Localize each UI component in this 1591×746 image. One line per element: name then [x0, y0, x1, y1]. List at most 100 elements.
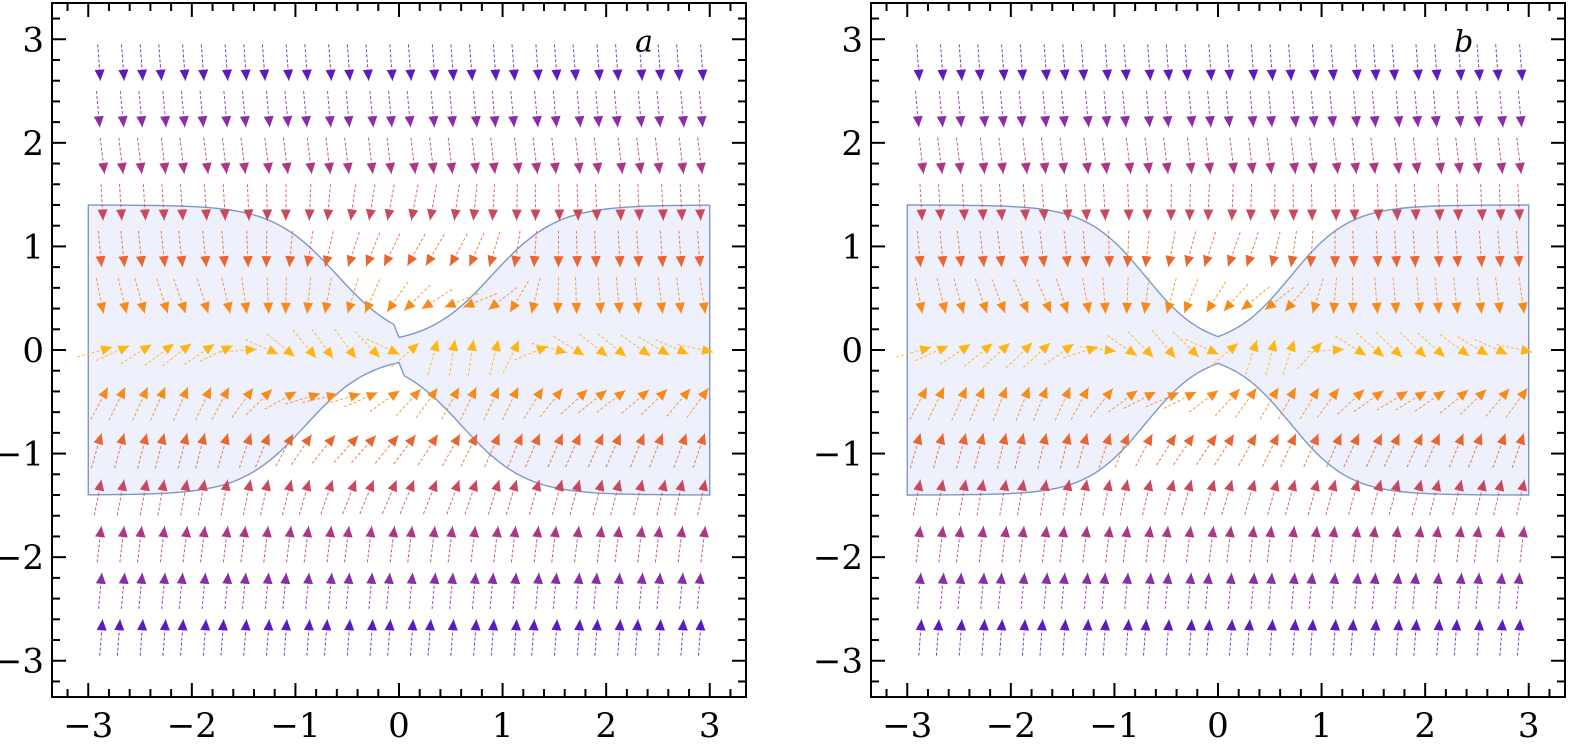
stream-arrowhead [696, 115, 707, 128]
stream-arrowhead [1082, 619, 1093, 631]
stream-arrowhead [611, 433, 621, 446]
stream-arrowhead [1102, 388, 1113, 401]
stream-arrowhead [1266, 572, 1276, 585]
stream-arrowhead [936, 526, 947, 538]
stream-arrowhead [509, 387, 519, 400]
stream-arrowhead [301, 479, 312, 492]
stream-arrowhead [1372, 255, 1383, 268]
stream-arrowhead [1392, 572, 1403, 585]
stream-arrowhead [1330, 256, 1340, 268]
stream-arrowhead [1124, 162, 1135, 174]
stream-arrowhead [996, 619, 1007, 631]
stream-arrowhead [283, 434, 294, 447]
stream-arrowhead [508, 69, 519, 81]
stream-arrowhead [979, 115, 990, 128]
stream-arrowhead [1518, 526, 1528, 538]
stream-arrowhead [325, 526, 335, 538]
stream-arrowhead [1269, 209, 1280, 221]
stream-arrowhead [592, 162, 603, 174]
stream-arrowhead [1185, 572, 1196, 585]
stream-arrowhead [550, 572, 561, 585]
stream-arrowhead [239, 162, 249, 174]
stream-arrowhead [1476, 209, 1487, 221]
stream-arrowhead [1350, 162, 1361, 174]
stream-arrowhead [978, 619, 989, 631]
stream-arrowhead [1390, 346, 1403, 358]
stream-arrowhead [1061, 433, 1072, 445]
stream-arrowhead [347, 480, 357, 493]
stream-arrowhead [220, 345, 233, 355]
stream-arrowhead [158, 255, 169, 268]
stream-arrowhead [157, 479, 168, 492]
stream-arrowhead [409, 162, 419, 174]
stream-arrowhead [284, 526, 295, 538]
stream-arrowhead [529, 301, 539, 314]
stream-arrowhead [450, 208, 461, 221]
stream-arrowhead [1246, 162, 1257, 174]
stream-arrowhead [136, 255, 146, 268]
stream-arrowhead [262, 162, 273, 174]
stream-arrowhead [1287, 255, 1298, 268]
stream-arrowhead [613, 302, 624, 314]
stream-arrowhead [96, 301, 107, 314]
stream-arrowhead [916, 209, 927, 221]
stream-arrowhead [1166, 209, 1177, 221]
stream-arrowhead [574, 115, 585, 128]
stream-arrowhead [489, 115, 500, 128]
stream-arrowhead [1185, 162, 1196, 174]
stream-arrowhead [535, 345, 548, 355]
stream-arrowhead [1223, 115, 1234, 128]
stream-arrowhead [219, 209, 230, 221]
stream-arrowhead [997, 162, 1007, 174]
stream-arrowhead [958, 209, 969, 221]
stream-arrowhead [633, 255, 644, 268]
stream-arrowhead [469, 209, 480, 221]
stream-arrowhead [1351, 526, 1362, 538]
stream-arrowhead [1495, 526, 1506, 538]
stream-arrowhead [1351, 69, 1362, 81]
stream-arrowhead [1039, 479, 1050, 492]
stream-arrowhead [1144, 69, 1155, 81]
stream-arrowhead [954, 162, 965, 174]
stream-arrowhead [470, 162, 480, 174]
stream-arrowhead [262, 209, 273, 221]
y-tick-label: −2 [0, 538, 44, 578]
stream-arrowhead [1061, 387, 1071, 400]
stream-arrowhead [260, 389, 272, 401]
stream-arrowhead [1078, 69, 1089, 81]
stream-arrowhead [673, 69, 684, 81]
stream-arrowhead [1163, 619, 1174, 631]
stream-arrowhead [1476, 479, 1487, 492]
stream-arrowhead [1371, 390, 1384, 401]
stream-arrowhead [387, 480, 397, 493]
stream-arrowhead [530, 209, 541, 221]
stream-arrowhead [406, 572, 417, 585]
stream-arrowhead [1390, 479, 1401, 492]
stream-arrowhead [1017, 526, 1028, 538]
stream-arrowhead [1058, 572, 1069, 585]
stream-arrowhead [387, 435, 399, 447]
stream-arrowhead [532, 69, 543, 81]
stream-arrowhead [1061, 343, 1074, 355]
stream-arrowhead [978, 301, 989, 314]
stream-arrowhead [281, 162, 292, 174]
stream-arrowhead [1206, 345, 1219, 355]
stream-arrowhead [1268, 387, 1279, 400]
stream-arrowhead [200, 301, 210, 314]
stream-arrowhead [1266, 69, 1277, 81]
stream-arrowhead [1144, 526, 1154, 538]
stream-arrowhead [324, 162, 334, 174]
stream-arrowhead [117, 345, 130, 355]
stream-arrowhead [303, 302, 314, 314]
stream-arrowhead [1165, 434, 1176, 447]
stream-arrowhead [956, 619, 967, 631]
stream-arrowhead [552, 302, 563, 314]
stream-arrowhead [321, 301, 332, 314]
stream-arrowhead [387, 300, 398, 312]
stream-arrowhead [553, 433, 563, 446]
stream-arrowhead [1454, 479, 1464, 492]
stream-arrowhead [302, 526, 313, 538]
stream-arrowhead [697, 388, 709, 401]
stream-arrowhead [1039, 433, 1049, 445]
stream-arrowhead [1476, 255, 1486, 268]
